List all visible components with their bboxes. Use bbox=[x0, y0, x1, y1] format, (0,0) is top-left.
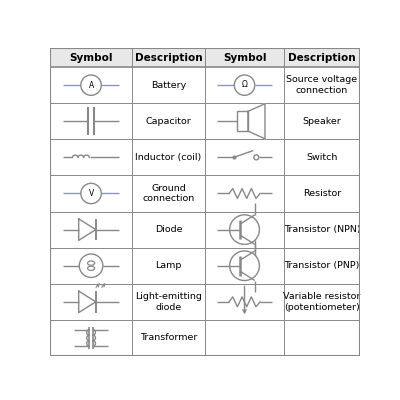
Text: Transistor (NPN): Transistor (NPN) bbox=[284, 225, 360, 234]
Text: Symbol: Symbol bbox=[223, 52, 266, 62]
Circle shape bbox=[234, 75, 255, 95]
Text: Description: Description bbox=[135, 52, 202, 62]
Text: Diode: Diode bbox=[155, 225, 182, 234]
Text: Resistor: Resistor bbox=[303, 189, 341, 198]
Polygon shape bbox=[79, 291, 96, 313]
Text: Capacitor: Capacitor bbox=[146, 117, 192, 126]
Bar bbox=[237, 112, 248, 131]
Text: Inductor (coil): Inductor (coil) bbox=[136, 153, 202, 162]
Text: Transformer: Transformer bbox=[140, 334, 197, 342]
Circle shape bbox=[81, 183, 101, 204]
Polygon shape bbox=[79, 219, 96, 240]
Circle shape bbox=[254, 155, 259, 160]
Circle shape bbox=[230, 251, 260, 280]
Text: Transistor (PNP): Transistor (PNP) bbox=[284, 261, 360, 270]
Bar bbox=[284, 48, 360, 67]
Text: Lamp: Lamp bbox=[155, 261, 182, 270]
Text: A: A bbox=[88, 81, 94, 90]
Bar bbox=[205, 48, 284, 67]
Text: Light-emitting
diode: Light-emitting diode bbox=[135, 292, 202, 312]
Circle shape bbox=[230, 215, 260, 244]
Circle shape bbox=[79, 254, 103, 278]
Text: Symbol: Symbol bbox=[69, 52, 113, 62]
Text: Battery: Battery bbox=[151, 81, 186, 90]
Polygon shape bbox=[248, 104, 265, 139]
Circle shape bbox=[81, 75, 101, 95]
Text: Switch: Switch bbox=[306, 153, 338, 162]
Text: Ground
connection: Ground connection bbox=[142, 184, 195, 203]
Text: V: V bbox=[88, 189, 94, 198]
Bar bbox=[50, 48, 132, 67]
Text: Speaker: Speaker bbox=[303, 117, 341, 126]
Text: Description: Description bbox=[288, 52, 356, 62]
Text: Ω: Ω bbox=[242, 80, 248, 89]
Text: Source voltage
connection: Source voltage connection bbox=[286, 76, 358, 95]
Text: Variable resistor
(potentiometer): Variable resistor (potentiometer) bbox=[283, 292, 361, 312]
Bar bbox=[132, 48, 205, 67]
